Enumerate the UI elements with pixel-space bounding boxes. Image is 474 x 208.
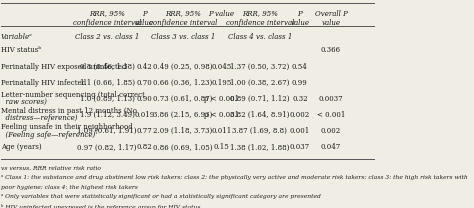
Text: 2.09 (1.18, 3.73): 2.09 (1.18, 3.73) [154,127,213,135]
Text: 0.73 (0.61, 0.87): 0.73 (0.61, 0.87) [153,95,213,103]
Text: poor hygiene; class 4: the highest risk takers: poor hygiene; class 4: the highest risk … [0,185,137,190]
Text: 0.70: 0.70 [137,79,152,87]
Text: 0.045: 0.045 [211,63,231,71]
Text: 0.011: 0.011 [211,127,231,135]
Text: Perinatally HIV exposed uninfected: Perinatally HIV exposed uninfected [0,63,126,71]
Text: 1.0 (0.89, 1.13): 1.0 (0.89, 1.13) [80,95,135,103]
Text: 0.49 (0.25, 0.98): 0.49 (0.25, 0.98) [153,63,213,71]
Text: 0.047: 0.047 [321,144,341,151]
Text: value: value [290,19,310,27]
Text: 0.001: 0.001 [290,127,310,135]
Text: RRR, 95%: RRR, 95% [242,10,278,17]
Text: 0.002: 0.002 [321,127,341,135]
Text: ᵇ HIV uninfected unexposed is the reference group for HIV status: ᵇ HIV uninfected unexposed is the refere… [0,204,200,208]
Text: Class 4 vs. class 1: Class 4 vs. class 1 [228,33,292,41]
Text: raw scores): raw scores) [0,98,46,106]
Text: Class 2 vs. class 1: Class 2 vs. class 1 [75,33,139,41]
Text: 0.77: 0.77 [137,127,152,135]
Text: 0.195: 0.195 [211,79,231,87]
Text: ᵃ Class 1: the substance and drug abstinent low risk takers; class 2: the physic: ᵃ Class 1: the substance and drug abstin… [0,175,467,180]
Text: 0.019: 0.019 [134,111,155,119]
Text: Letter-number sequencing (total correct: Letter-number sequencing (total correct [0,91,145,99]
Text: vs versus, RRR relative risk ratio: vs versus, RRR relative risk ratio [0,166,100,171]
Text: 0.42: 0.42 [137,63,152,71]
Text: RRR, 95%: RRR, 95% [165,10,201,17]
Text: confidence interval: confidence interval [149,19,217,27]
Text: p < 0.001: p < 0.001 [204,95,239,103]
Text: P value: P value [208,10,234,17]
Text: 0.54: 0.54 [292,63,308,71]
Text: 1.9 (1.12, 3.49): 1.9 (1.12, 3.49) [80,111,135,119]
Text: 0.66 (0.36, 1.23): 0.66 (0.36, 1.23) [154,79,213,87]
Text: P: P [298,10,302,17]
Text: ᵃ Only variables that were statistically significant or had a statistically sign: ᵃ Only variables that were statistically… [0,194,320,199]
Text: 0.8 (0.46, 1.38): 0.8 (0.46, 1.38) [80,63,135,71]
Text: 0.82: 0.82 [137,144,152,151]
Text: Overall P: Overall P [315,10,347,17]
Text: Variableᵃ: Variableᵃ [0,33,32,41]
Text: 1.00 (0.38, 2.67): 1.00 (0.38, 2.67) [230,79,290,87]
Text: distress—reference): distress—reference) [0,114,77,123]
Text: 0.86 (0.69, 1.05): 0.86 (0.69, 1.05) [153,144,213,151]
Text: 0.0037: 0.0037 [319,95,343,103]
Text: (Feeling safe—reference): (Feeling safe—reference) [0,131,95,139]
Text: value: value [135,19,154,27]
Text: 1.38 (1.02, 1.88): 1.38 (1.02, 1.88) [230,144,290,151]
Text: 0.32: 0.32 [292,95,308,103]
Text: 0.90: 0.90 [137,95,152,103]
Text: confidence interval: confidence interval [226,19,294,27]
Text: Feeling unsafe in their neighborhood: Feeling unsafe in their neighborhood [0,123,132,131]
Text: 3.86 (2.15, 6.93): 3.86 (2.15, 6.93) [154,111,213,119]
Text: 0.99: 0.99 [292,79,308,87]
Text: 1.37 (0.50, 3.72): 1.37 (0.50, 3.72) [230,63,289,71]
Text: 1.1 (0.66, 1.85): 1.1 (0.66, 1.85) [80,79,135,87]
Text: 3.87 (1.69, 8.8): 3.87 (1.69, 8.8) [232,127,287,135]
Text: 0.002: 0.002 [290,111,310,119]
Text: Class 3 vs. class 1: Class 3 vs. class 1 [151,33,215,41]
Text: 3.82 (1.64, 8.91): 3.82 (1.64, 8.91) [230,111,290,119]
Text: Mental distress in past 12 months (No: Mental distress in past 12 months (No [0,107,137,115]
Text: P: P [142,10,147,17]
Text: HIV statusᵇ: HIV statusᵇ [0,46,41,54]
Text: 0.97 (0.82, 1.17): 0.97 (0.82, 1.17) [77,144,137,151]
Text: 1.09 (0.61, 1.91): 1.09 (0.61, 1.91) [77,127,137,135]
Text: 0.15: 0.15 [213,144,229,151]
Text: confidence interval: confidence interval [73,19,141,27]
Text: 0.89 (0.71, 1.12): 0.89 (0.71, 1.12) [230,95,290,103]
Text: value: value [321,19,340,27]
Text: 0.366: 0.366 [321,46,341,54]
Text: 0.037: 0.037 [290,144,310,151]
Text: Perinatally HIV infected: Perinatally HIV infected [0,79,86,87]
Text: Age (years): Age (years) [0,144,41,151]
Text: < 0.001: < 0.001 [317,111,345,119]
Text: RRR, 95%: RRR, 95% [89,10,125,17]
Text: p < 0.001: p < 0.001 [204,111,239,119]
